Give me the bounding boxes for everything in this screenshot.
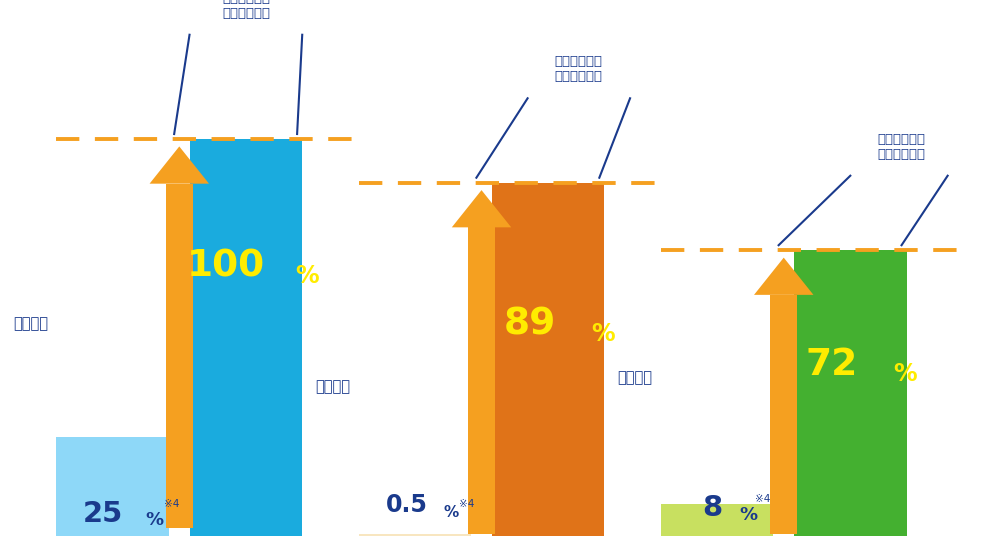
Bar	[467, 228, 494, 533]
Text: セノビックを
プラスすると: セノビックを プラスすると	[877, 133, 925, 161]
Text: セノビックを
プラスすると: セノビックを プラスすると	[555, 56, 602, 83]
Polygon shape	[753, 258, 812, 295]
Bar	[358, 534, 470, 536]
Text: %: %	[591, 322, 614, 346]
Text: 100: 100	[187, 248, 264, 284]
Bar	[190, 139, 302, 536]
Text: 牛乳のみ: 牛乳のみ	[13, 316, 48, 331]
Polygon shape	[451, 190, 511, 228]
Text: %: %	[295, 264, 318, 288]
Polygon shape	[149, 147, 209, 183]
Text: 牛乳のみ: 牛乳のみ	[617, 370, 652, 385]
Text: 25: 25	[82, 500, 122, 528]
Text: %: %	[145, 511, 163, 529]
Text: %: %	[893, 363, 916, 386]
Bar	[165, 183, 193, 528]
Text: ※3: ※3	[611, 302, 626, 312]
Text: ※4: ※4	[163, 499, 180, 509]
Text: %: %	[443, 505, 458, 520]
Text: 8: 8	[701, 494, 721, 522]
Bar	[56, 437, 169, 536]
Text: 89: 89	[504, 306, 556, 342]
Bar	[793, 250, 906, 536]
Text: ※3: ※3	[913, 342, 929, 352]
Text: セノビックを
プラスすると: セノビックを プラスすると	[222, 0, 270, 20]
Text: 0.5: 0.5	[385, 493, 427, 517]
Text: ※1: ※1	[315, 244, 331, 253]
Text: %: %	[739, 506, 757, 524]
Bar	[769, 295, 796, 533]
Text: ※4: ※4	[458, 499, 473, 509]
Bar	[491, 183, 604, 536]
Text: 牛乳のみ: 牛乳のみ	[315, 379, 350, 394]
Bar	[660, 504, 772, 536]
Text: 72: 72	[805, 347, 858, 382]
Text: ※4: ※4	[754, 494, 769, 504]
